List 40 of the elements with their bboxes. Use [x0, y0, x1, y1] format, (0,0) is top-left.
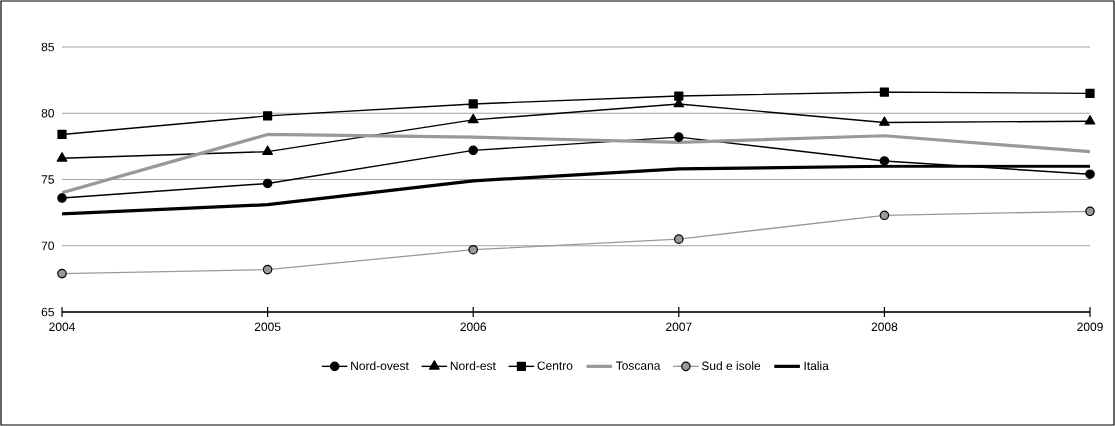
point [467, 113, 479, 124]
point [56, 152, 68, 162]
point [674, 132, 684, 142]
point [879, 210, 890, 221]
point [1084, 115, 1096, 125]
point [57, 129, 67, 140]
x-tick-label: 2006 [460, 322, 487, 332]
legend-label: Italia [804, 361, 829, 371]
x-tick-label: 2005 [254, 322, 281, 332]
point [262, 264, 273, 275]
x-tick-label: 2004 [49, 322, 75, 332]
point [262, 178, 273, 189]
legend-label: Nord-est [450, 361, 496, 371]
legend-label: Sud e isole [701, 361, 761, 371]
point [468, 145, 479, 156]
y-tick-label: 75 [41, 175, 54, 184]
y-tick-label: 85 [41, 42, 54, 52]
legend-label: Toscana [615, 361, 661, 370]
point [674, 91, 684, 101]
x-tick-label: 2008 [871, 322, 898, 332]
point [57, 193, 67, 203]
y-tick-label: 70 [41, 241, 55, 250]
x-tick-label: 2007 [666, 322, 692, 332]
point [674, 234, 684, 244]
y-tick-label: 80 [41, 109, 55, 118]
point [1085, 169, 1095, 179]
point [57, 268, 67, 279]
point [468, 244, 479, 255]
point [263, 111, 273, 121]
point [879, 116, 890, 126]
point [1085, 88, 1095, 98]
point [879, 87, 890, 97]
point [1085, 206, 1095, 217]
point [262, 145, 273, 156]
x-tick-label: 2009 [1077, 322, 1103, 332]
legend-label: Centro [537, 361, 573, 370]
point [468, 99, 478, 109]
y-tick-label: 65 [41, 307, 54, 317]
legend-label: Nord-ovest [351, 361, 409, 371]
point [879, 156, 890, 166]
